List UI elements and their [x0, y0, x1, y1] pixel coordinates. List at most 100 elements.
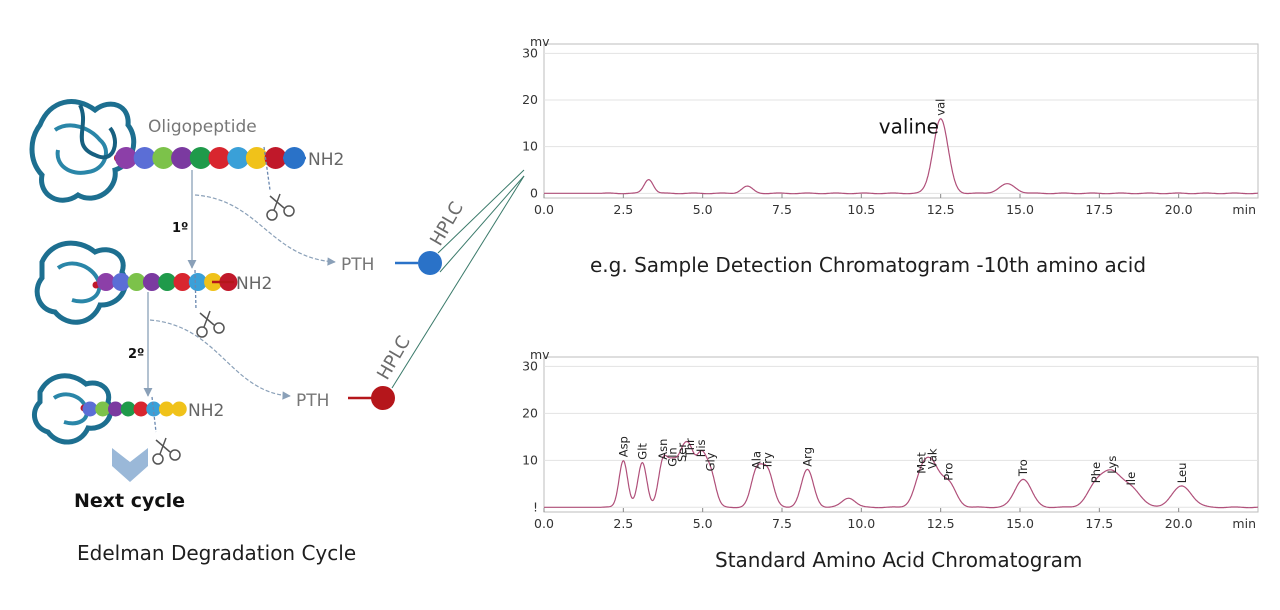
x-tick-label: 12.5 [927, 516, 955, 531]
y-axis-label: mv [530, 34, 550, 49]
nh2-label-2: NH2 [236, 274, 272, 294]
amino-acid-residue [208, 147, 231, 169]
plot-frame [543, 43, 1259, 199]
sample-chromatogram-caption: e.g. Sample Detection Chromatogram -10th… [590, 253, 1146, 277]
x-tick-label: 7.5 [772, 202, 792, 217]
amino-acid-residue [133, 401, 149, 417]
y-tick-label: ! [533, 499, 538, 514]
x-tick-label: 10.5 [847, 202, 875, 217]
x-tick-label: 15.0 [1006, 202, 1034, 217]
y-tick-label: 10 [522, 452, 538, 467]
hplc-label-1: HPLC [426, 198, 468, 249]
peak-label: Lys [1105, 456, 1119, 474]
x-tick-label: 2.5 [613, 516, 633, 531]
x-tick-label: 20.0 [1165, 516, 1193, 531]
peak-label: Ile [1124, 472, 1138, 486]
amino-acid-residue [127, 273, 146, 291]
step-1-label: 1º [172, 221, 188, 236]
y-tick-label: 0 [530, 185, 538, 200]
peak-label: Phe [1089, 462, 1103, 483]
amino-acid-residue [227, 147, 250, 169]
amino-acid-residue [245, 147, 268, 169]
pth-label-2: PTH [296, 391, 329, 411]
peak-label: Glt [635, 443, 649, 460]
y-tick-label: 30 [522, 358, 538, 373]
x-axis-label: min [1232, 202, 1256, 217]
edelman-caption: Edelman Degradation Cycle [77, 541, 356, 565]
chevron-down-icon [112, 448, 148, 482]
nh2-label-1: NH2 [308, 150, 344, 170]
peak-label: Ser [675, 443, 689, 462]
peak-label: Asp [616, 436, 630, 457]
amino-acid-residue [173, 273, 192, 291]
x-tick-label: 10.0 [847, 516, 875, 531]
peak-label: Vak [926, 448, 940, 469]
amino-acid-residue [120, 401, 136, 417]
x-tick-label: 17.5 [1085, 516, 1113, 531]
oligopeptide-label: Oligopeptide [148, 117, 257, 137]
peak-label: Ala [750, 451, 764, 469]
x-tick-label: 12.5 [927, 202, 955, 217]
y-tick-label: 30 [522, 45, 538, 60]
pth-arrow-1 [194, 194, 336, 266]
amino-acid-residue [112, 273, 131, 291]
cleavage-line-1 [263, 146, 271, 191]
pth-residue-1 [418, 251, 442, 275]
x-tick-label: 20.0 [1165, 202, 1193, 217]
nh2-label-3: NH2 [188, 401, 224, 421]
pth-label-1: PTH [341, 255, 374, 275]
peak-label: Try [761, 452, 775, 470]
peak-label: Thr [683, 438, 697, 458]
peak-label: His [694, 439, 708, 457]
x-axis-label: min [1232, 516, 1256, 531]
amino-acid-residue [97, 273, 115, 291]
amino-acid-residue [171, 147, 194, 169]
x-tick-label: 15.0 [1006, 516, 1034, 531]
y-tick-label: 10 [522, 139, 538, 154]
x-tick-label: 2.5 [613, 202, 633, 217]
amino-acid-residue [142, 273, 161, 291]
plot-frame [543, 356, 1259, 513]
x-tick-label: 7.5 [772, 516, 792, 531]
x-tick-label: 17.5 [1085, 202, 1113, 217]
peak-label: Gln [666, 447, 680, 466]
chromatogram-trace [544, 440, 1258, 509]
peptide-chain-1 [115, 147, 306, 169]
amino-acid-residue [115, 147, 137, 169]
scissors-icon [196, 310, 225, 338]
connector-line-1 [437, 169, 525, 254]
pth-residue-2 [371, 386, 395, 410]
peak-label: Leu [1175, 463, 1189, 484]
pth-arrow-2 [149, 319, 291, 400]
peak-label: Asn [656, 439, 670, 460]
step-2-label: 2º [128, 347, 144, 362]
y-tick-label: 20 [522, 92, 538, 107]
amino-acid-residue [188, 273, 207, 291]
edelman-panel: Oligopeptide NH2 NH2 NH2 1 [29, 99, 525, 565]
peak-label: Tro [1016, 459, 1030, 477]
connector-line-3 [391, 175, 525, 389]
next-cycle-label: Next cycle [74, 490, 185, 512]
x-tick-label: 0.0 [534, 202, 554, 217]
amino-acid-residue [133, 147, 156, 169]
chromatogram-trace [544, 118, 1258, 195]
amino-acid-residue [159, 401, 174, 417]
peak-label: Pro [942, 463, 956, 481]
amino-acid-residue [264, 147, 287, 169]
peak-label: Arg [800, 447, 814, 467]
peak-label: Met [915, 452, 929, 474]
peak-label: val [934, 99, 948, 116]
scissors-icon [152, 437, 181, 465]
amino-acid-residue [158, 273, 177, 291]
y-axis-label: mv [530, 347, 550, 362]
cleavage-line-3 [151, 396, 157, 433]
y-tick-label: 20 [522, 405, 538, 420]
amino-acid-residue [108, 401, 123, 417]
peak-annotation: valine [879, 115, 939, 139]
amino-acid-residue [152, 147, 175, 169]
x-tick-label: 5.0 [693, 202, 713, 217]
amino-acid-residue [95, 401, 111, 417]
